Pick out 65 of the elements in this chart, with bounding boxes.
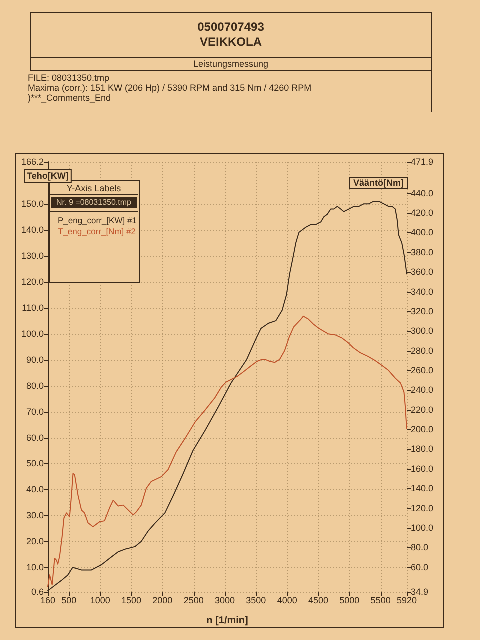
x-tick-label: 5000 bbox=[340, 596, 360, 606]
y2-tick-label: 380.0 bbox=[411, 247, 434, 258]
text: VEIKKOLA bbox=[198, 35, 263, 49]
x-tick-label: 2500 bbox=[184, 596, 204, 606]
x-tick-label: 2000 bbox=[152, 596, 173, 606]
text: T_eng_corr_[Nm] #2 bbox=[58, 226, 136, 236]
y2-tick-label: 340.0 bbox=[411, 286, 434, 297]
y-tick-label: 100.0 bbox=[21, 328, 44, 339]
chart-title: Leistungsmessung bbox=[30, 57, 432, 71]
annotation: Nr. 9 =08031350.tmp bbox=[56, 198, 132, 207]
y-tick-label: 140.0 bbox=[21, 225, 44, 236]
x-tick-label: 160 bbox=[40, 596, 56, 606]
x-axis-title: n [1/min] bbox=[206, 616, 248, 626]
y-tick-label: 80.0 bbox=[26, 380, 44, 391]
y2-tick-label: 200.0 bbox=[411, 424, 434, 435]
y2-tick-label: 140.0 bbox=[411, 484, 434, 494]
y2-axis-title: Vääntö[Nm] bbox=[353, 178, 404, 188]
y-tick-label: 110.0 bbox=[22, 302, 44, 313]
y2-tick-label: 220.0 bbox=[411, 404, 434, 415]
x-tick-label: 4000 bbox=[277, 596, 298, 606]
x-tick-label: 1000 bbox=[90, 596, 110, 606]
x-tick-label: 3000 bbox=[214, 596, 236, 606]
y2-tick-label: 471.9 bbox=[411, 157, 434, 167]
y2-tick-label: 280.0 bbox=[411, 346, 434, 356]
y-tick-label: 150.0 bbox=[21, 199, 44, 210]
text: P_eng_corr_[KW] #1 bbox=[58, 216, 138, 226]
x-tick-label: 3500 bbox=[246, 596, 266, 606]
y-tick-label: 90.0 bbox=[26, 354, 44, 365]
text: 0500707493 bbox=[196, 20, 266, 34]
y-tick-label: 30.0 bbox=[26, 510, 44, 521]
y-tick-label: 60.0 bbox=[26, 432, 44, 443]
y2-tick-label: 80.0 bbox=[411, 542, 429, 553]
y-tick-label: 40.0 bbox=[26, 484, 44, 495]
y2-tick-label: 120.0 bbox=[411, 503, 434, 514]
y-axis-title: Teho[KW] bbox=[27, 171, 69, 181]
y-tick-label: 70.0 bbox=[26, 406, 44, 417]
x-tick-label: 500 bbox=[62, 596, 77, 606]
text: Maxima (corr.): 151 KW (206 Hp) / 5390 RPM and 315 Nm / 4260 RPM bbox=[28, 83, 312, 93]
y2-tick-label: 400.0 bbox=[411, 228, 434, 238]
x-tick-label: 1500 bbox=[122, 596, 142, 606]
y2-tick-label: 60.0 bbox=[411, 562, 429, 572]
y-tick-label: 166.2 bbox=[21, 157, 44, 167]
text: FILE: 08031350.tmp bbox=[28, 73, 110, 83]
text: )***_Comments_End bbox=[28, 93, 112, 103]
y-tick-label: 10.0 bbox=[26, 562, 44, 573]
y2-tick-label: 100.0 bbox=[411, 522, 434, 533]
x-tick-label: 5920 bbox=[396, 596, 418, 606]
y2-tick-label: 34.9 bbox=[411, 587, 429, 597]
y2-tick-label: 360.0 bbox=[411, 267, 434, 278]
y-tick-label: 50.0 bbox=[26, 458, 44, 469]
y-tick-label: 20.0 bbox=[26, 536, 44, 547]
x-tick-label: 4500 bbox=[308, 596, 329, 606]
y2-tick-label: 180.0 bbox=[411, 444, 434, 454]
y-tick-label: 120.0 bbox=[21, 276, 44, 287]
legend-title: Y-Axis Labels bbox=[66, 184, 122, 194]
y2-tick-label: 320.0 bbox=[411, 306, 434, 316]
x-tick-label: 5500 bbox=[370, 596, 391, 606]
y2-tick-label: 240.0 bbox=[411, 385, 434, 396]
y2-tick-label: 440.0 bbox=[411, 188, 434, 198]
y2-tick-label: 260.0 bbox=[411, 366, 434, 376]
y-tick-label: 130.0 bbox=[21, 251, 44, 261]
y2-tick-label: 420.0 bbox=[411, 208, 434, 218]
y2-tick-label: 300.0 bbox=[411, 326, 434, 336]
y-tick-label: 0.6 bbox=[31, 587, 44, 597]
y2-tick-label: 160.0 bbox=[411, 464, 434, 474]
